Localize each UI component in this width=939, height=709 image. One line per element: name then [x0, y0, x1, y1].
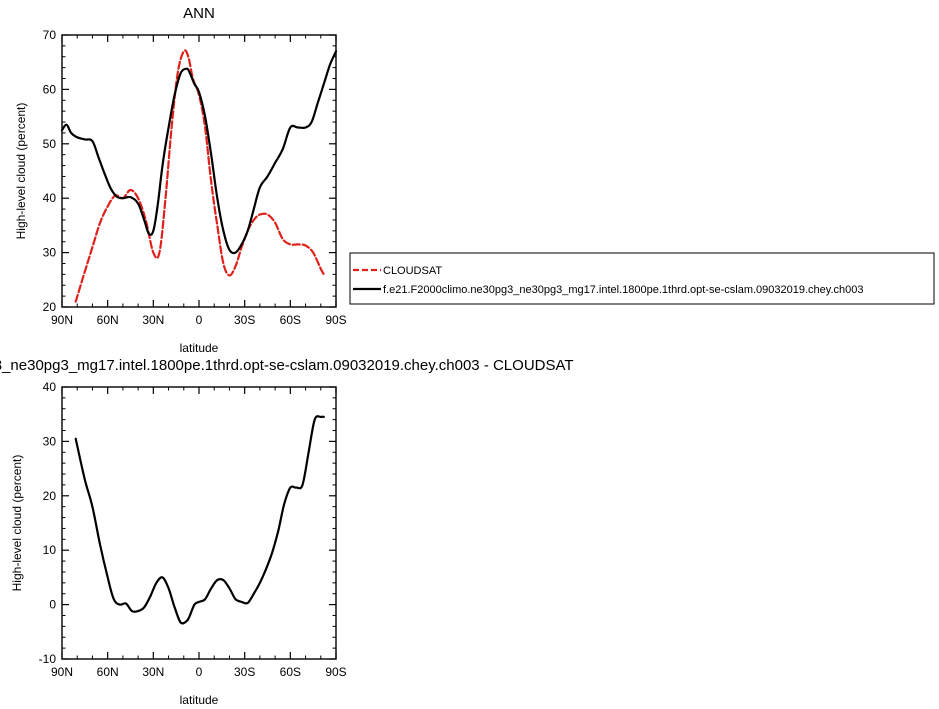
series-top — [60, 49, 338, 303]
axes-top: 90N 60N 30N 0 30S 60S 90S 20 30 40 50 60 70 — [43, 28, 347, 327]
chart-title-top: ANN — [183, 5, 215, 22]
x-tick-label: 60S — [280, 313, 301, 327]
y-tick-label: -10 — [39, 652, 57, 666]
y-tick-label: 40 — [43, 191, 57, 205]
legend-box — [349, 252, 935, 305]
y-axis-label-top: High-level cloud (percent) — [14, 103, 28, 240]
x-axis-label-top: latitude — [180, 341, 219, 355]
series-line-cloudsat — [74, 49, 325, 303]
x-tick-label: 90S — [325, 313, 346, 327]
x-tick-label: 90N — [51, 313, 73, 327]
series-line-difference — [74, 415, 325, 625]
y-tick-label: 40 — [43, 380, 57, 394]
y-tick-label: 0 — [49, 598, 56, 612]
panel-bottom: f.e21.F2000climo.ne30pg3_ne30pg3_mg17.in… — [0, 357, 574, 707]
x-tick-label: 90N — [51, 665, 73, 679]
y-tick-label: 30 — [43, 246, 57, 260]
x-tick-label: 60N — [97, 313, 119, 327]
y-tick-label: 60 — [43, 82, 57, 96]
plot-frame — [61, 386, 337, 660]
x-tick-label: 60S — [280, 665, 301, 679]
y-tick-label: 70 — [43, 28, 57, 42]
x-axis-label-bottom: latitude — [180, 693, 219, 707]
panel-top: ANN latitude High-level cloud (percent) … — [14, 5, 347, 355]
y-tick-label: 30 — [43, 434, 57, 448]
y-tick-label: 20 — [43, 300, 57, 314]
legend-label-model: f.e21.F2000climo.ne30pg3_ne30pg3_mg17.in… — [383, 284, 863, 296]
x-tick-label: 0 — [196, 665, 203, 679]
x-tick-label: 30S — [234, 313, 255, 327]
y-tick-label: 10 — [43, 543, 57, 557]
x-tick-label: 90S — [325, 665, 346, 679]
y-axis-label-bottom: High-level cloud (percent) — [10, 455, 24, 592]
x-tick-label: 30S — [234, 665, 255, 679]
legend: CLOUDSAT f.e21.F2000climo.ne30pg3_ne30pg… — [349, 252, 935, 305]
y-tick-label: 50 — [43, 137, 57, 151]
x-tick-label: 60N — [97, 665, 119, 679]
series-line-model — [60, 50, 338, 255]
x-tick-label: 30N — [142, 665, 164, 679]
axes-bottom: 90N 60N 30N 0 30S 60S 90S -10 0 10 20 30 40 — [39, 380, 347, 679]
legend-label-cloudsat: CLOUDSAT — [383, 265, 442, 277]
x-tick-label: 30N — [142, 313, 164, 327]
series-bottom — [74, 415, 325, 625]
chart-title-bottom: f.e21.F2000climo.ne30pg3_ne30pg3_mg17.in… — [0, 357, 574, 374]
x-tick-label: 0 — [196, 313, 203, 327]
y-tick-label: 20 — [43, 489, 57, 503]
